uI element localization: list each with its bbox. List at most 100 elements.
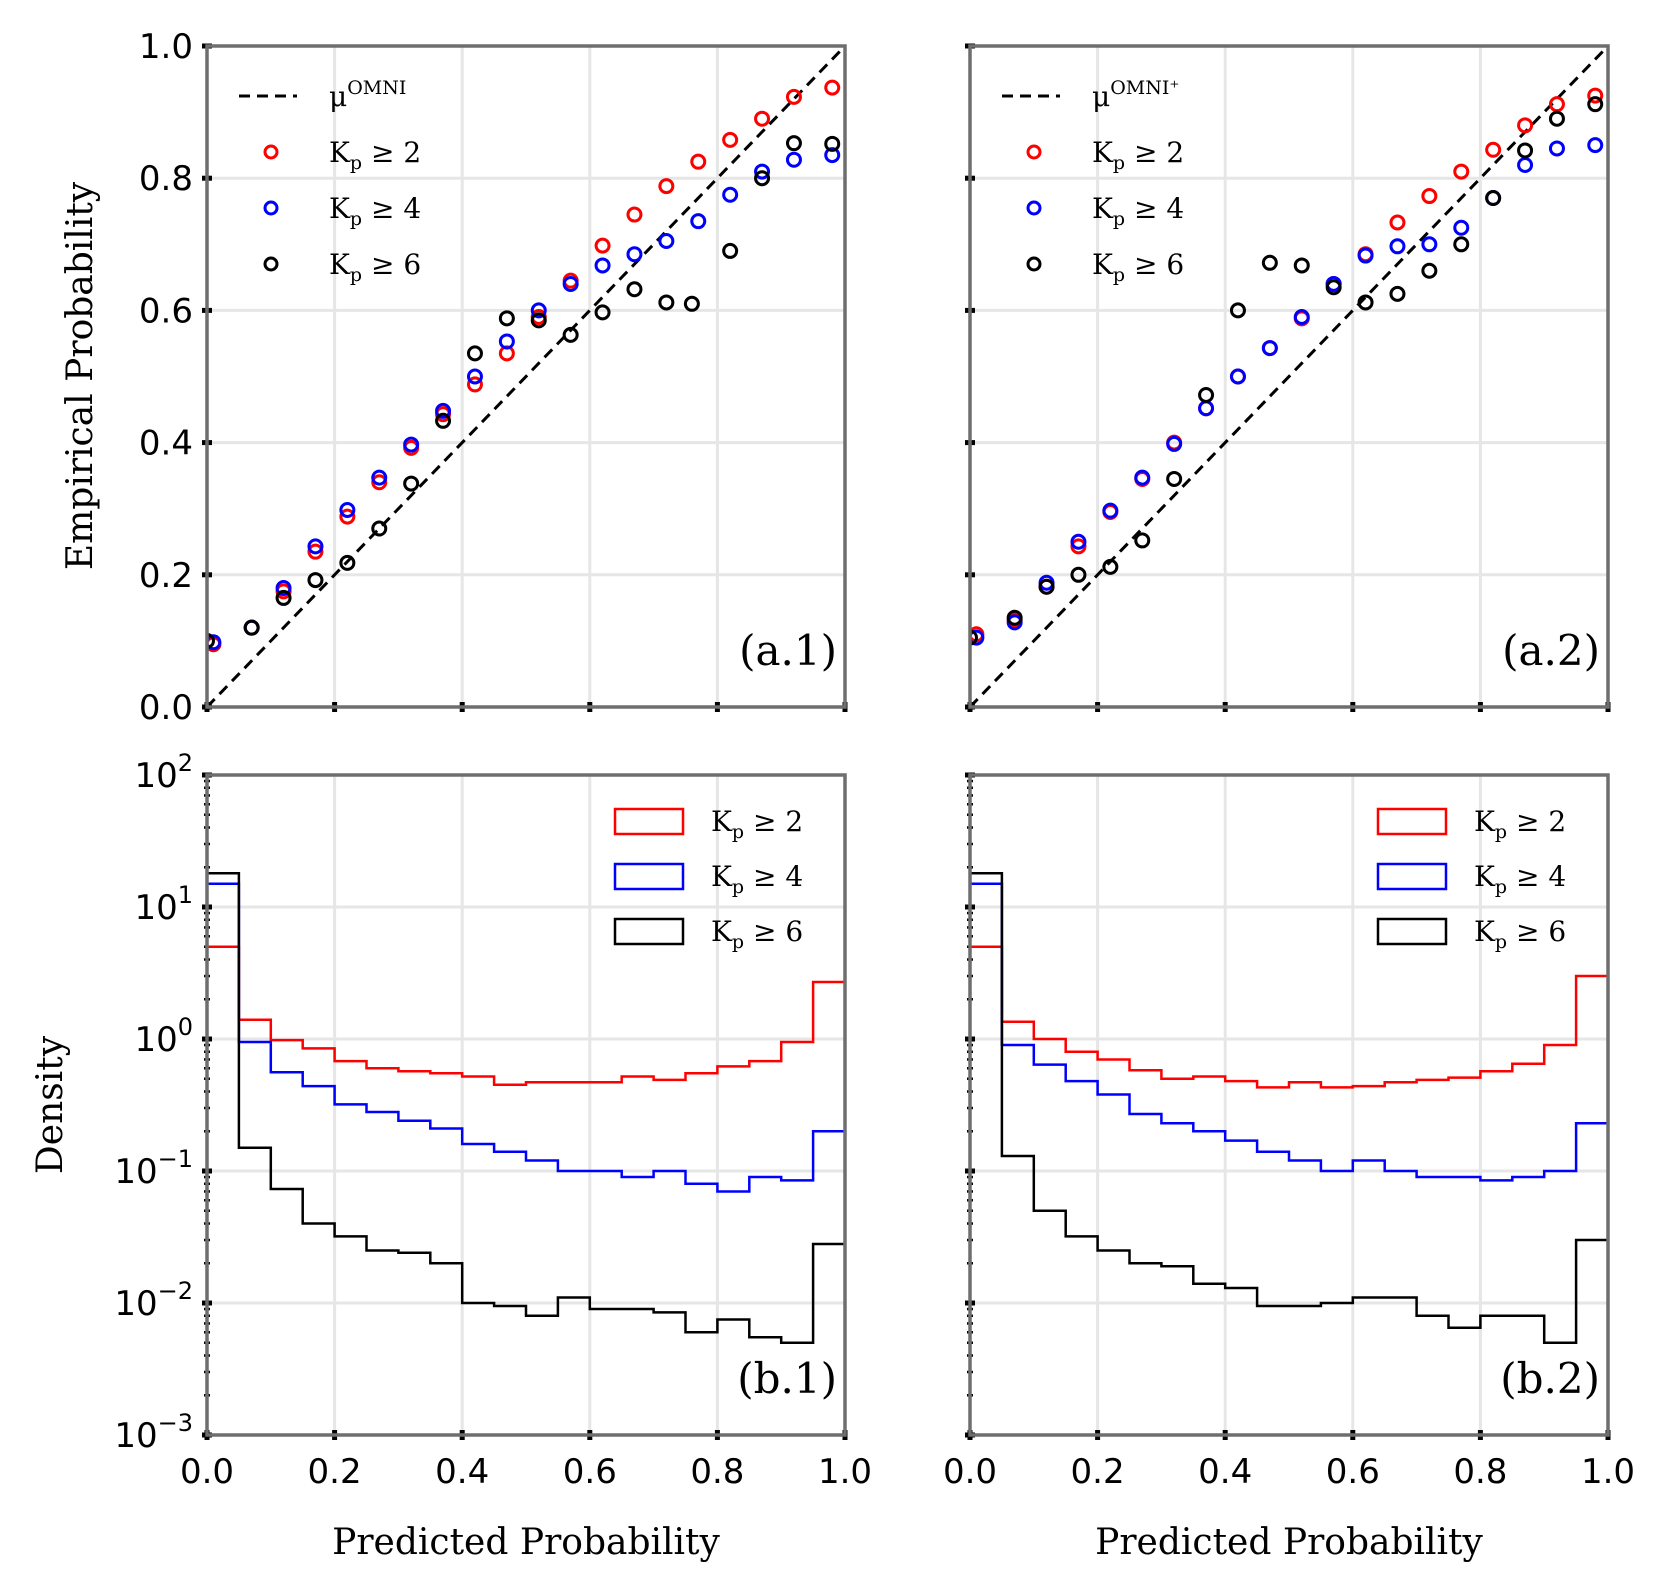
data-point-kp2 (466, 376, 483, 393)
data-point-kp2 (754, 110, 771, 127)
data-point-kp6 (626, 281, 643, 298)
panel-label: (b.1) (737, 1354, 837, 1403)
data-point-kp6 (722, 242, 739, 259)
data-point-kp2 (307, 543, 324, 560)
data-point-kp4 (754, 163, 771, 180)
data-point-kp6 (530, 312, 547, 329)
data-point-kp4 (1261, 340, 1278, 357)
data-point-kp2 (1587, 87, 1604, 104)
x-tick-label: 0.0 (943, 1452, 997, 1492)
plot-area (970, 872, 1608, 1435)
data-point-kp6 (785, 135, 802, 152)
data-point-kp6 (1038, 578, 1055, 595)
data-point-kp4 (403, 436, 420, 453)
data-point-kp4 (207, 634, 222, 651)
data-point-kp4 (371, 469, 388, 486)
histogram-kp4 (207, 882, 845, 1435)
panel-label: (a.1) (739, 626, 837, 675)
data-point-kp6 (339, 554, 356, 571)
data-point-kp4 (1517, 156, 1534, 173)
data-point-kp2 (594, 237, 611, 254)
data-point-kp2 (722, 131, 739, 148)
y-tick-label: 0.2 (139, 556, 193, 596)
data-point-kp4 (1421, 236, 1438, 253)
legend-patch (613, 917, 685, 946)
data-point-kp6 (1261, 254, 1278, 271)
data-point-kp4 (1548, 140, 1565, 157)
x-tick-label: 0.6 (563, 1452, 617, 1492)
data-point-kp2 (658, 178, 675, 195)
legend-label: Kp ≥ 2 (329, 136, 421, 174)
histogram-kp4 (970, 882, 1608, 1435)
y-axis-label-top: Empirical Probability (60, 181, 101, 570)
legend-label: Kp ≥ 4 (1092, 192, 1184, 230)
data-point-kp4 (1357, 247, 1374, 264)
legend-marker (263, 256, 279, 272)
y-tick-label: 10−2 (114, 1277, 193, 1324)
y-tick-label: 10−1 (114, 1145, 193, 1192)
y-tick-label: 0.0 (139, 688, 193, 728)
x-tick-label: 0.4 (1198, 1452, 1252, 1492)
data-point-kp6 (1485, 190, 1502, 207)
legend-label: Kp ≥ 6 (711, 915, 803, 953)
panel-label: (a.2) (1502, 626, 1600, 675)
plot-area (207, 46, 845, 707)
data-point-kp4 (530, 302, 547, 319)
panel-b1: 0.0 0.2 0.4 0.6 0.8 1.0 102 101 100 10−1 10−2 10−3 K… (114, 749, 872, 1492)
legend-patch (1376, 862, 1448, 891)
legend-label: Kp ≥ 2 (1474, 805, 1566, 843)
panel-a2: μOMNI⁺ Kp ≥ 2 Kp ≥ 4 Kp ≥ 6 (a.2) (965, 43, 1611, 712)
data-point-kp2 (1517, 117, 1534, 134)
data-point-kp6 (371, 520, 388, 537)
axes-frame (968, 44, 1610, 709)
x-tick-label: 0.2 (308, 1452, 362, 1492)
data-point-kp4 (435, 402, 452, 419)
axes-frame (968, 773, 1610, 1437)
legend-label: Kp ≥ 6 (1092, 248, 1184, 286)
data-point-kp2 (339, 508, 356, 525)
legend-marker (1026, 256, 1042, 272)
data-point-kp4 (275, 580, 292, 597)
x-tick-label: 1.0 (1581, 1452, 1635, 1492)
data-point-kp6 (594, 304, 611, 321)
data-point-kp4 (1070, 533, 1087, 550)
legend-label: Kp ≥ 6 (329, 248, 421, 286)
data-point-kp6 (658, 294, 675, 311)
data-point-kp4 (562, 275, 579, 292)
data-point-kp4 (1453, 219, 1470, 236)
y-tick-label: 101 (134, 881, 193, 928)
legend-marker (263, 200, 279, 216)
data-point-kp4 (594, 257, 611, 274)
data-point-kp4 (307, 538, 324, 555)
data-point-kp4 (1166, 435, 1183, 452)
x-axis-label-left: Predicted Probability (332, 1522, 720, 1563)
x-tick-label: 0.6 (1326, 1452, 1380, 1492)
data-point-kp6 (207, 632, 215, 649)
data-point-kp6 (307, 572, 324, 589)
data-point-kp6 (1229, 302, 1246, 319)
y-tick-label: 0.8 (139, 159, 193, 199)
x-tick-label: 0.8 (1453, 1452, 1507, 1492)
data-point-kp4 (1229, 368, 1246, 385)
legend-label: Kp ≥ 2 (711, 805, 803, 843)
data-point-kp4 (339, 502, 356, 519)
legend-label: Kp ≥ 4 (711, 860, 803, 898)
data-point-kp4 (690, 213, 707, 230)
histogram-kp2 (207, 945, 845, 1435)
y-tick-label: 10−3 (114, 1409, 193, 1456)
data-point-kp6 (243, 619, 260, 636)
y-axis-label-bottom: Density (30, 1035, 71, 1174)
histogram-kp6 (970, 872, 1608, 1435)
data-point-kp6 (1325, 279, 1342, 296)
legend-label: Kp ≥ 4 (1474, 860, 1566, 898)
legend-label: Kp ≥ 4 (329, 192, 421, 230)
data-point-kp6 (1453, 236, 1470, 253)
data-point-kp6 (754, 170, 771, 187)
legend-patch (1376, 917, 1448, 946)
panel-a1: 0.0 0.2 0.4 0.6 0.8 1.0 μOMNI Kp ≥ 2 Kp ≥ 4 Kp ≥ … (139, 27, 848, 728)
data-point-kp4 (466, 368, 483, 385)
data-point-kp6 (403, 475, 420, 492)
data-point-kp6 (498, 310, 515, 327)
y-tick-label: 0.4 (139, 424, 193, 464)
